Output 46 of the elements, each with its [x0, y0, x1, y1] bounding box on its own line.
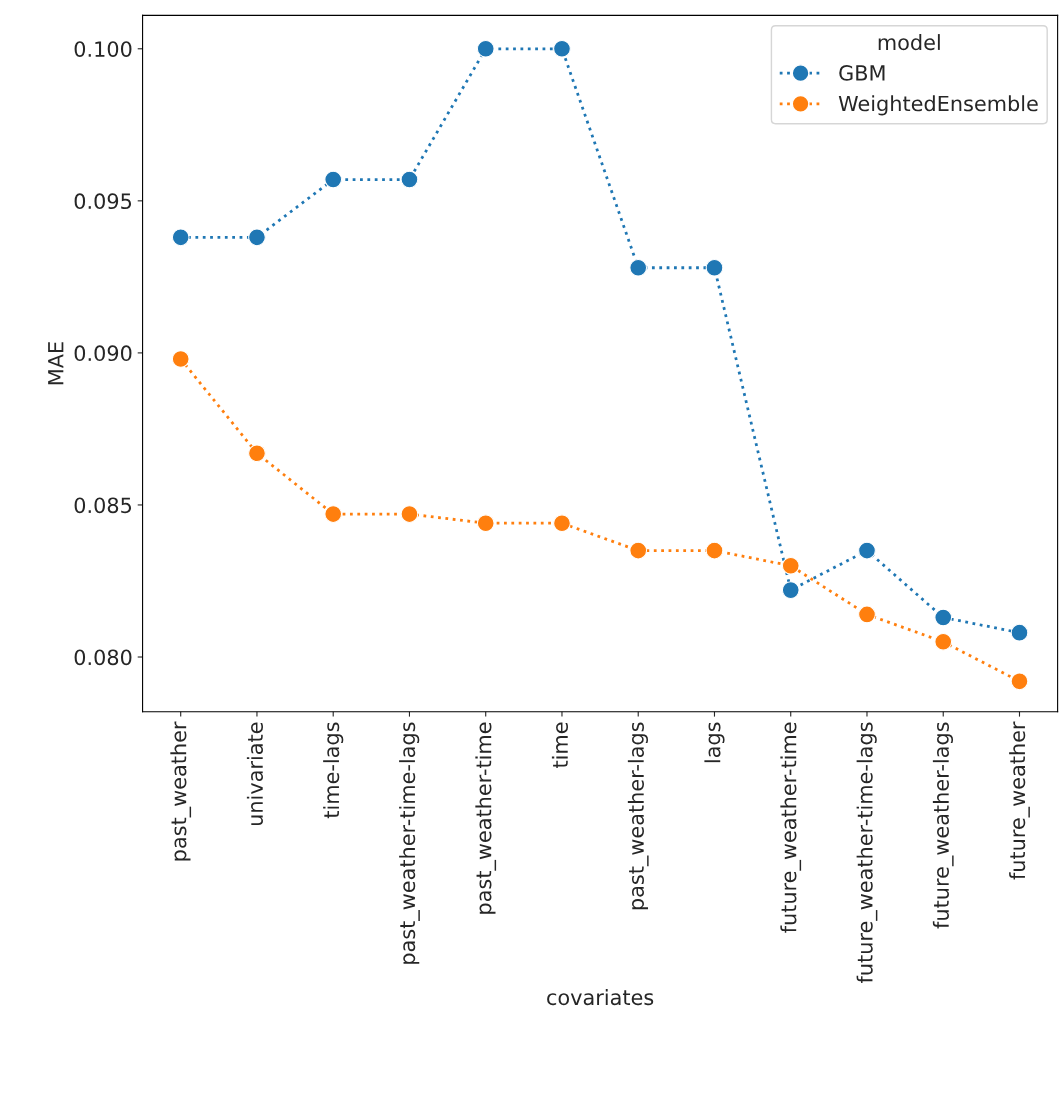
y-tick-label: 0.090: [74, 345, 132, 362]
y-tick-label: 0.080: [74, 649, 132, 666]
x-tick-label: future_weather-time: [780, 722, 802, 933]
point: [553, 39, 571, 58]
point: [705, 541, 724, 560]
point: [629, 258, 648, 277]
point: [248, 444, 266, 463]
x-tick-label: future_weather-lags: [932, 722, 954, 929]
point: [553, 514, 571, 533]
x-tick-label: future_weather: [1009, 721, 1030, 880]
x-tick-label: time-lags: [323, 722, 344, 819]
legend-label: WeightedEnsemble: [838, 95, 1038, 116]
point: [858, 605, 876, 624]
x-tick-label: time: [551, 722, 569, 768]
point: [858, 541, 876, 560]
y-tick-label: 0.100: [74, 41, 132, 57]
y-tick-label: 0.085: [74, 497, 132, 514]
point: [248, 228, 266, 247]
point: [781, 556, 800, 575]
legend-title: model: [878, 34, 940, 51]
point: [476, 39, 495, 58]
point: [400, 505, 419, 523]
x-tick-label: past_weather-lags: [627, 722, 649, 910]
legend-label: GBM: [839, 65, 885, 81]
point: [934, 608, 953, 627]
point: [1010, 672, 1029, 691]
point: [476, 514, 495, 533]
point: [629, 541, 648, 560]
x-axis-title: covariates: [547, 989, 654, 1006]
point: [1010, 623, 1029, 642]
x-tick-label: univariate: [246, 722, 263, 826]
y-axis-title: MAE: [48, 342, 64, 385]
point: [324, 505, 343, 523]
point: [171, 350, 190, 368]
x-tick-label: past_weather-time-lags: [399, 722, 420, 964]
point: [934, 632, 953, 651]
x-tick-label: past_weather: [170, 721, 192, 861]
point: [705, 258, 724, 277]
x-tick-label: past_weather-time: [475, 722, 497, 914]
y-tick-label: 0.095: [74, 193, 132, 210]
point: [400, 170, 419, 189]
point: [324, 170, 343, 189]
point: [781, 581, 800, 599]
x-tick-label: lags: [704, 722, 725, 763]
x-tick-label: future_weather-time-lags: [856, 722, 878, 984]
point: [171, 228, 190, 247]
